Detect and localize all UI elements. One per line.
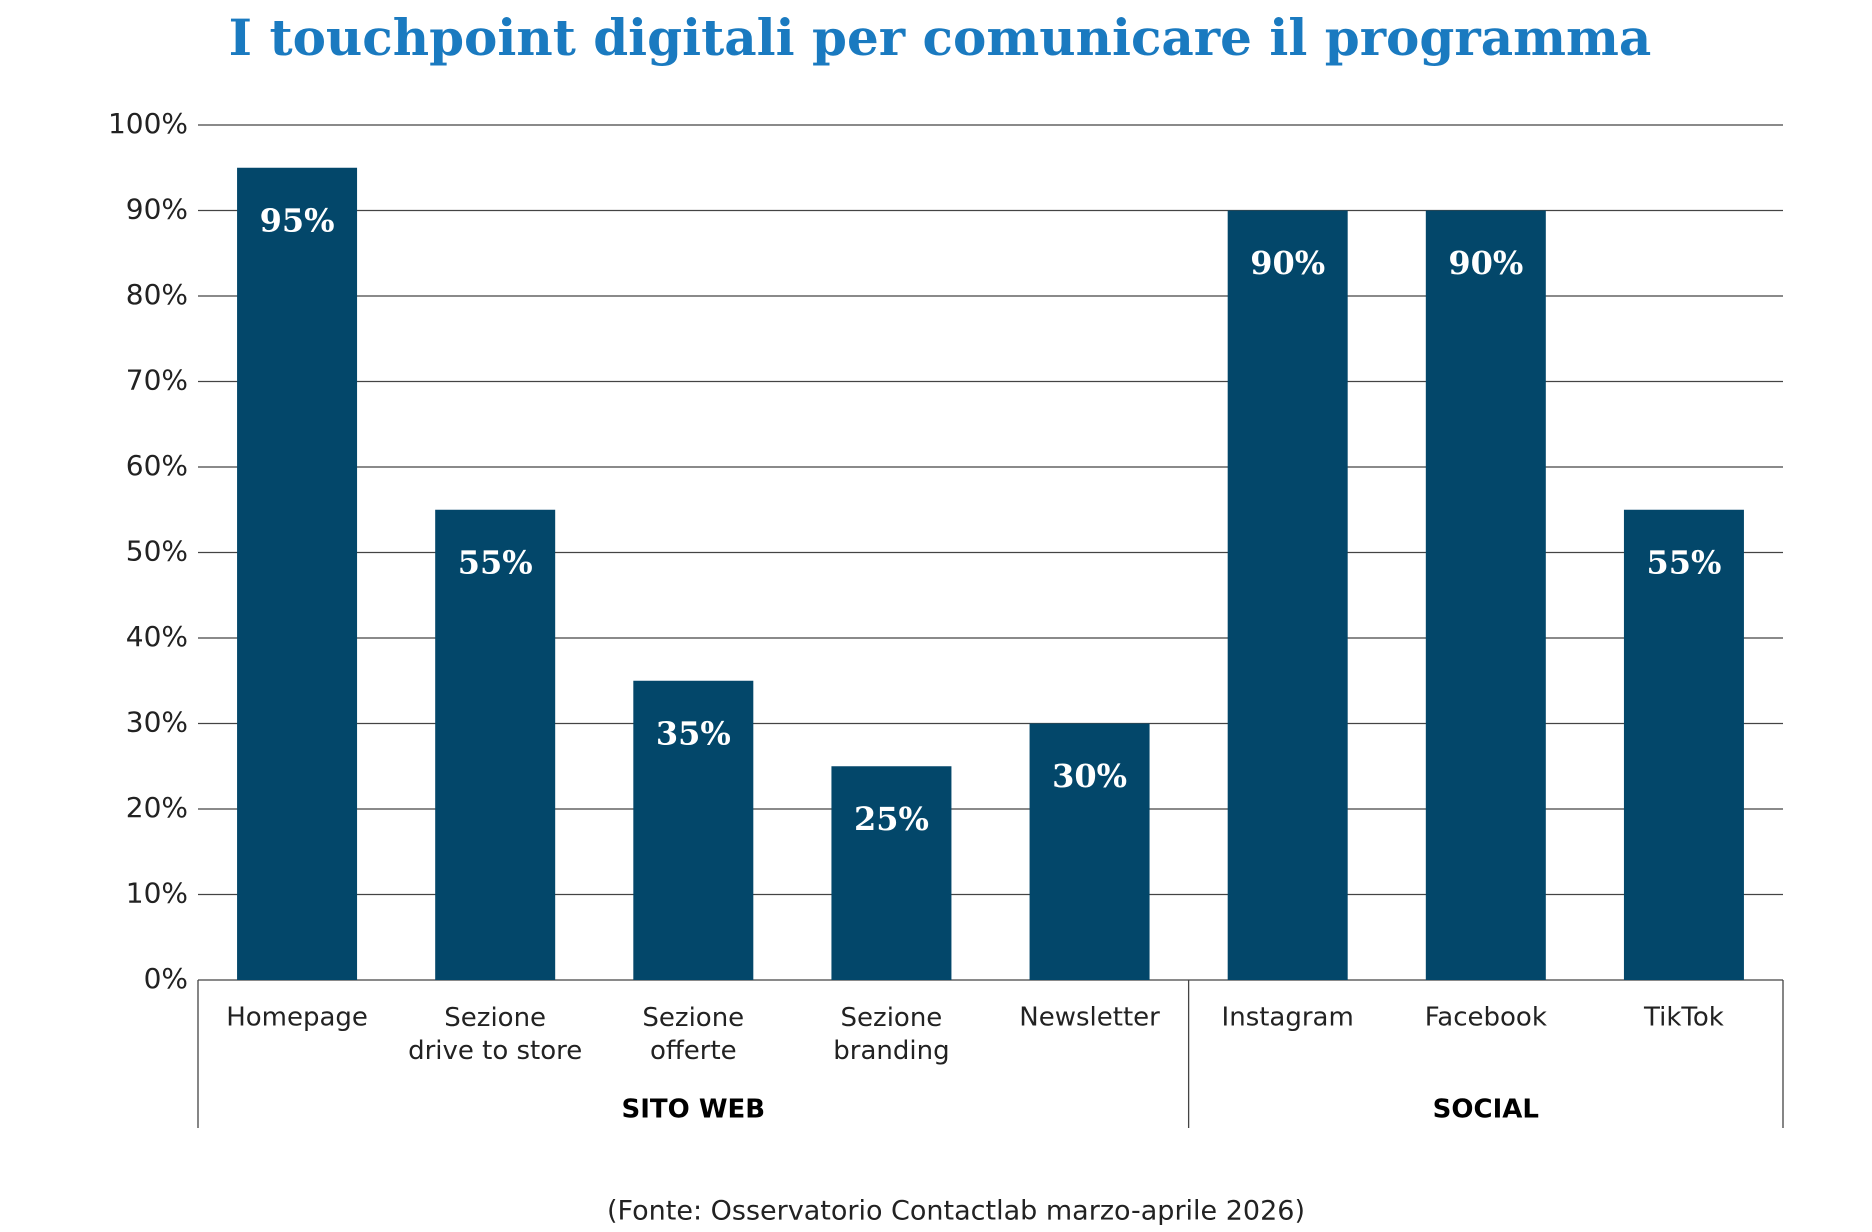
x-tick-label: Instagram	[1222, 1003, 1354, 1033]
x-tick-label: Sezione branding	[833, 1003, 949, 1066]
value-label: 90%	[1250, 244, 1325, 282]
y-tick-label: 10%	[126, 877, 188, 910]
chart-title: I touchpoint digitali per comunicare il …	[229, 8, 1652, 67]
x-tick-label: TikTok	[1643, 1003, 1724, 1033]
bar	[1029, 723, 1150, 980]
bar	[1425, 210, 1546, 980]
y-tick-label: 30%	[126, 706, 188, 739]
y-tick-label: 20%	[126, 791, 188, 824]
x-tick-label: Facebook	[1425, 1003, 1547, 1033]
x-tick-label: Sezione drive to store	[408, 1003, 582, 1066]
bar	[237, 167, 358, 980]
value-label: 95%	[260, 201, 335, 239]
group-label: SITO WEB	[622, 1095, 766, 1125]
bar	[1623, 509, 1744, 980]
value-label: 90%	[1448, 244, 1523, 282]
source-note: (Fonte: Osservatorio Contactlab marzo-ap…	[607, 1196, 1305, 1227]
x-tick-label: Sezione offerte	[642, 1003, 744, 1066]
y-tick-label: 50%	[126, 535, 188, 568]
y-tick-label: 40%	[126, 620, 188, 653]
bar	[831, 766, 952, 980]
y-tick-label: 0%	[144, 962, 188, 995]
y-tick-label: 70%	[126, 364, 188, 397]
bar	[1227, 210, 1348, 980]
y-tick-label: 90%	[126, 193, 188, 226]
bar	[435, 509, 556, 980]
value-label: 55%	[1646, 543, 1721, 581]
value-label: 30%	[1052, 757, 1127, 795]
y-tick-label: 60%	[126, 449, 188, 482]
value-label: 55%	[458, 543, 533, 581]
x-tick-label: Homepage	[226, 1003, 368, 1033]
y-tick-label: 100%	[108, 107, 188, 140]
x-tick-label: Newsletter	[1019, 1003, 1160, 1033]
bar	[633, 680, 754, 980]
group-label: SOCIAL	[1433, 1095, 1539, 1125]
value-label: 35%	[656, 714, 731, 752]
y-tick-label: 80%	[126, 278, 188, 311]
value-label: 25%	[854, 800, 929, 838]
